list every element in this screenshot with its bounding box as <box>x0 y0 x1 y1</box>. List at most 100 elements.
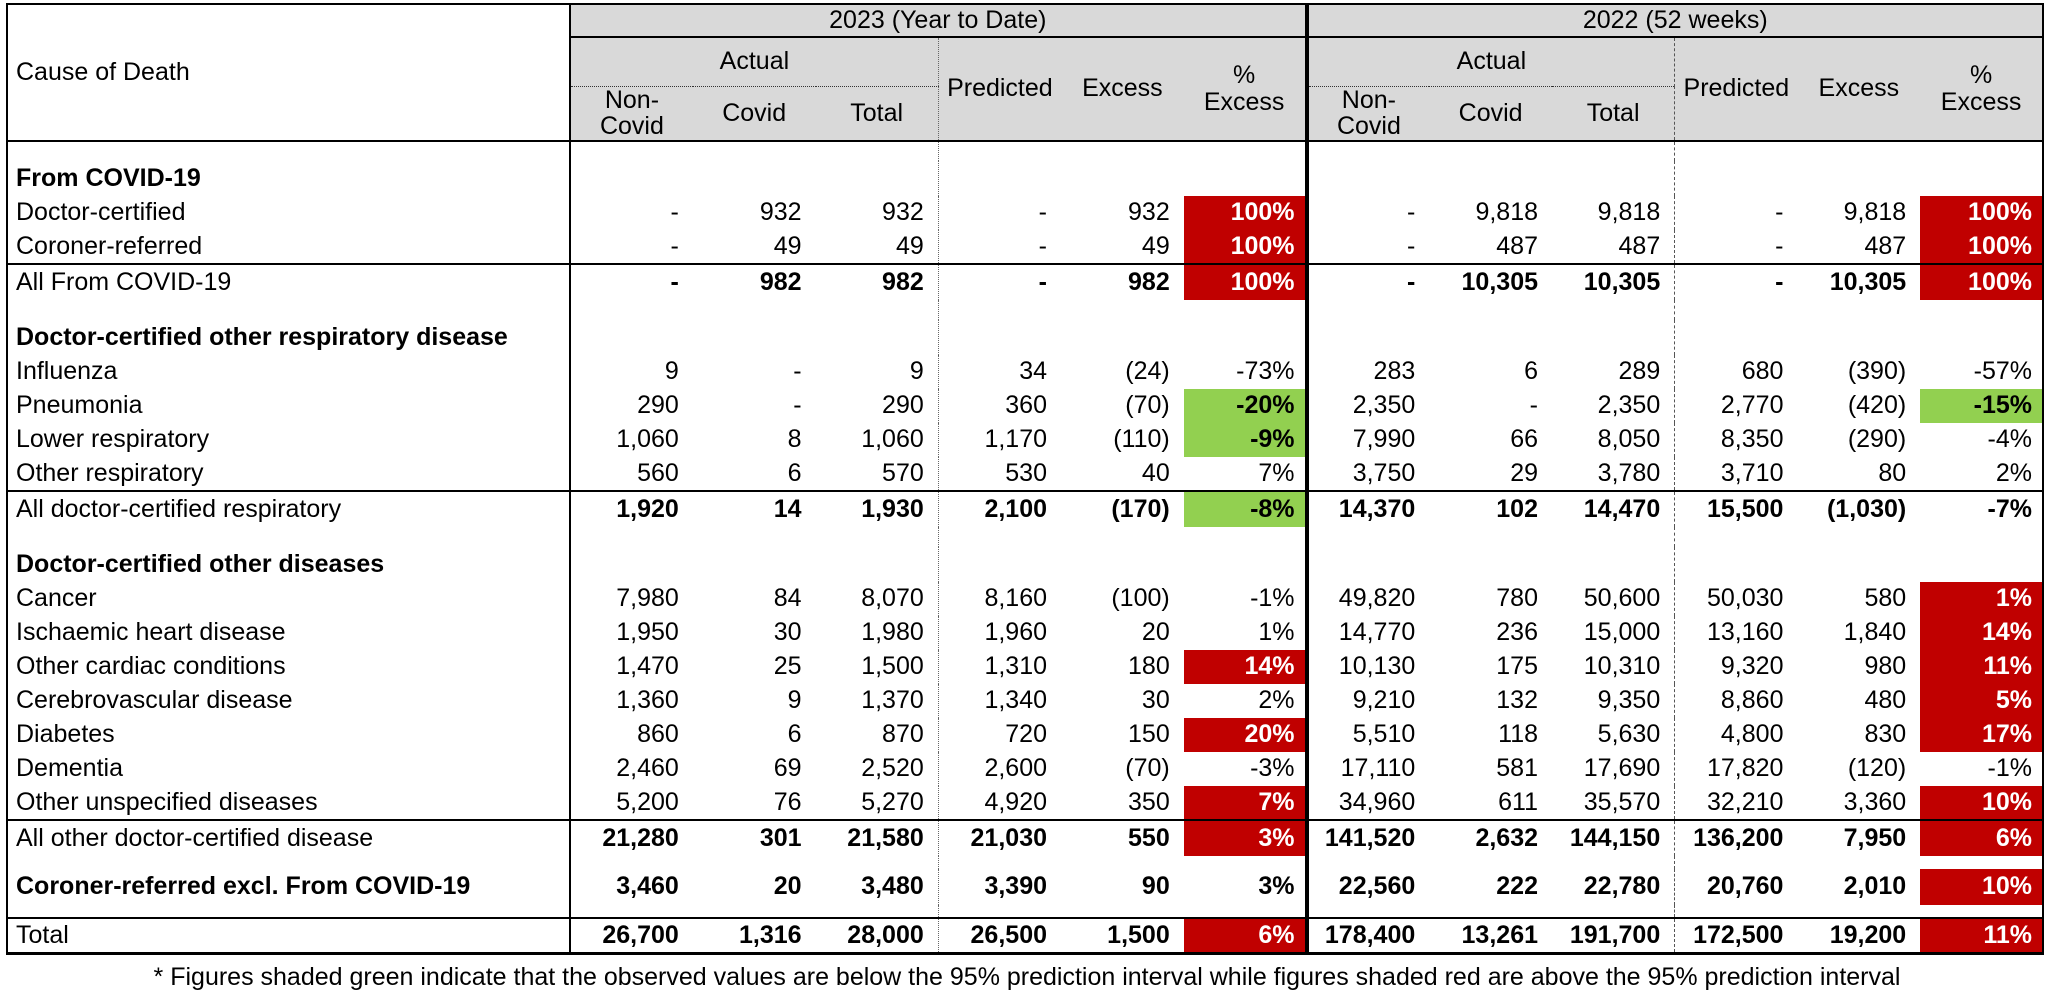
cell-2023-predicted <box>937 855 1061 869</box>
cell-2022-total: 17,690 <box>1583 754 1661 782</box>
cell-2023-noncovid: 21,280 <box>570 818 693 856</box>
group-header-row: Actual Predicted Excess % Excess Actual … <box>7 37 2043 142</box>
cell-2022-predicted: 8,350 <box>1674 422 1798 457</box>
cell-2022-noncovid <box>1304 526 1430 547</box>
row-label: Other cardiac conditions <box>7 649 572 684</box>
cell-2023-excess: 982 <box>1061 262 1184 300</box>
cell-2023-noncovid: 560 <box>637 458 679 487</box>
table-row: Doctor-certified -932 932-932 100% -9,818 9,8… <box>7 195 2043 230</box>
cell-2023-total <box>816 320 939 355</box>
cell-2023-excess: (24) <box>1125 357 1170 385</box>
table-row: Diabetes 860 6 870 720 150 20% 5,510 118 5,630 4,8… <box>7 717 2043 752</box>
cell-2023-predicted: 360 <box>937 388 1061 423</box>
table-row: All other doctor-certified disease 21,280… <box>7 818 2043 856</box>
cell-2022-excess <box>1797 141 1920 161</box>
cell-2022-excess <box>1797 161 1920 196</box>
cell-2023-predicted: 530 <box>937 456 1061 491</box>
cell-2022-total: 144,150 <box>1552 818 1675 856</box>
cell-2023-pct: -20% <box>1183 388 1307 423</box>
cell-2023-covid: 69 <box>773 754 802 782</box>
table-row: Other respiratory 560 6 570 530 40 7% 3,750 29 3,… <box>7 456 2043 491</box>
cell-2023-excess <box>1061 141 1184 161</box>
cell-2023-pct: -73% <box>1236 357 1295 385</box>
cell-2022-pct: 11% <box>1920 649 2043 684</box>
cell-2022-covid <box>1429 527 1552 547</box>
cell-2022-excess: 9,818 <box>1843 198 1907 226</box>
cell-2023-total: 982 <box>815 262 939 300</box>
cell-2022-pct: 11% <box>1920 916 2043 954</box>
cell-2023-excess <box>1061 300 1184 320</box>
cell-2023-excess <box>1061 161 1184 196</box>
row-label: Pneumonia <box>7 388 572 423</box>
cell-2023-predicted: 1,960 <box>937 615 1061 650</box>
cell-2023-pct: 14% <box>1183 649 1307 684</box>
noncovid-header-2023: Non- Covid <box>570 86 693 142</box>
table-row: Cerebrovascular disease 1,360 9 1,370 1,340 3… <box>7 683 2043 718</box>
mortality-table: Cause of Death 2023 (Year to Date) 2022 … <box>6 3 2044 955</box>
cell-2023-pct: 7% <box>1183 785 1307 820</box>
total-header-2023: Total <box>815 86 939 142</box>
cell-2022-excess: 19,200 <box>1797 916 1921 954</box>
table-row: Coroner-referred -49 49-49 100% -487 487-487 1… <box>7 229 2043 264</box>
cell-2022-total: 3,780 <box>1597 458 1661 487</box>
cell-2022-pct <box>1920 547 2043 582</box>
cell-2022-covid: 29 <box>1510 458 1538 487</box>
cell-2022-total <box>1552 320 1675 355</box>
cell-2022-excess <box>1797 856 1920 869</box>
row-label <box>7 904 572 918</box>
cell-2023-predicted: 21,030 <box>937 818 1061 856</box>
spacer-row <box>7 526 2043 547</box>
cell-2022-total <box>1552 527 1675 547</box>
cell-2022-covid: 2,632 <box>1429 818 1552 856</box>
cell-2023-predicted <box>937 904 1061 918</box>
cell-2022-noncovid <box>1304 904 1430 918</box>
cell-2022-total <box>1552 905 1675 918</box>
cell-2022-total: 14,470 <box>1552 489 1675 527</box>
cell-2023-noncovid <box>570 905 693 918</box>
cell-2023-total: 21,580 <box>815 818 939 856</box>
cell-2023-noncovid: 1,360 <box>616 686 679 714</box>
cell-2023-predicted: 720 <box>937 717 1061 752</box>
cell-2022-covid: 13,261 <box>1429 916 1552 954</box>
row-label: Doctor-certified other respiratory disea… <box>7 319 572 355</box>
cell-2023-noncovid <box>570 300 693 320</box>
table-body: From COVID-19 Doctor-certified -932 932-932… <box>7 140 2043 954</box>
row-label: Cerebrovascular disease <box>7 683 572 718</box>
cell-2022-pct: -1% <box>1987 754 2032 782</box>
cell-2022-noncovid: 3,750 <box>1304 456 1430 491</box>
cell-2022-pct <box>1920 905 2043 918</box>
cell-2022-excess <box>1797 300 1920 320</box>
row-label: Total <box>7 916 572 954</box>
cell-2023-pct: -8% <box>1183 489 1307 527</box>
actual-group-header-2022: Actual <box>1304 37 1675 87</box>
row-label: Influenza <box>7 354 572 389</box>
row-label: All doctor-certified respiratory <box>7 489 572 527</box>
cell-2023-noncovid: - <box>670 198 679 226</box>
cell-2023-covid <box>693 300 816 320</box>
cell-2023-predicted: 4,920 <box>937 785 1061 820</box>
table-row: Cancer 7,980 84 8,070 8,160 (100) -1% 49,820 780… <box>7 581 2043 616</box>
cell-2023-noncovid: - <box>670 231 679 260</box>
cell-2023-total: 49 <box>895 231 924 260</box>
cell-2022-total: 9,350 <box>1597 686 1661 714</box>
cell-2023-covid <box>693 141 816 161</box>
cell-2022-pct: 100% <box>1920 262 2043 300</box>
cell-2022-noncovid: - <box>1304 262 1430 300</box>
section-2023-header: 2023 (Year to Date) <box>570 4 1307 38</box>
cell-2023-covid: 301 <box>692 818 816 856</box>
cell-2023-predicted: - <box>937 195 1061 230</box>
cell-2023-noncovid: 3,460 <box>616 872 679 900</box>
cell-2022-predicted <box>1674 904 1798 918</box>
cell-2023-pct: 2% <box>1258 686 1295 714</box>
cell-2022-covid: 118 <box>1498 720 1538 748</box>
table-row: Pneumonia 290-290 360 (70) -20% 2,350-2,350 2,… <box>7 388 2043 423</box>
cell-2022-covid <box>1429 547 1552 582</box>
cell-2022-predicted: 17,820 <box>1674 751 1798 786</box>
cell-2022-noncovid: 9,210 <box>1304 683 1430 718</box>
cell-2022-pct: 6% <box>1920 818 2043 856</box>
cell-2022-total: 2,350 <box>1597 391 1661 419</box>
cell-2023-pct: 100% <box>1183 262 1307 300</box>
spacer-row <box>7 140 2043 161</box>
cell-2022-total <box>1552 547 1675 582</box>
